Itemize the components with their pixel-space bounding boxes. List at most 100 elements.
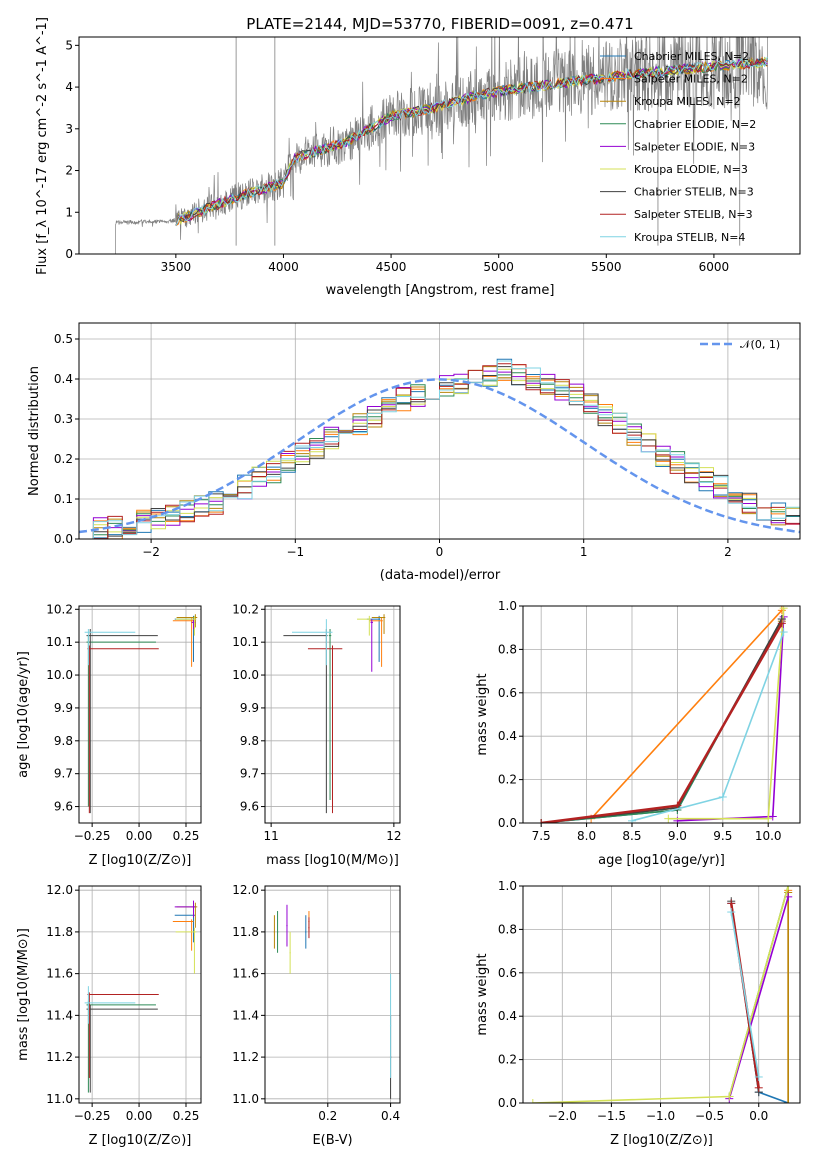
x-axis-label: mass [log10(M/M⊙)] <box>266 853 399 868</box>
y-tick-label: 3 <box>65 122 73 136</box>
axes-frame <box>522 885 801 1104</box>
legend-entry: Chabrier ELODIE, N=2 <box>634 118 756 131</box>
y-tick-label: 0.8 <box>498 922 517 936</box>
x-tick-label: 0.00 <box>126 1109 153 1123</box>
x-axis-label: Z [log10(Z/Z⊙)] <box>89 1133 192 1148</box>
axes-frame <box>264 605 401 824</box>
y-tick-label: 0.6 <box>498 966 517 980</box>
spectrum-title: PLATE=2144, MJD=53770, FIBERID=0091, z=0… <box>246 15 633 33</box>
x-tick-label: 0.2 <box>318 1109 337 1123</box>
y-tick-label: 9.9 <box>54 701 73 715</box>
x-tick-label: 0.25 <box>173 1109 200 1123</box>
y-tick-label: 0.3 <box>54 412 73 426</box>
residual-histogram-step <box>79 360 800 539</box>
y-axis-label: age [log10(age/yr)] <box>16 651 31 778</box>
legend-entry: Kroupa STELIB, N=4 <box>634 231 745 244</box>
y-tick-label: 11.8 <box>46 925 73 939</box>
x-tick-label: 4500 <box>376 260 407 274</box>
y-tick-label: 0.0 <box>498 816 517 830</box>
y-axis-label: mass weight <box>475 953 490 1035</box>
age-vs-mass-panel: 11 12 9.6 9.7 9.8 9.9 10.0 10.1 10.2 mass [log10(… <box>232 602 401 868</box>
weight-line <box>728 896 789 1099</box>
y-tick-label: 0.2 <box>498 1053 517 1067</box>
legend-entry: Salpeter ELODIE, N=3 <box>634 140 755 153</box>
model-spectrum-line <box>175 56 768 226</box>
y-tick-label: 9.8 <box>240 734 259 748</box>
weight-line <box>730 911 760 1078</box>
x-tick-label: 8.5 <box>622 829 641 843</box>
mass-vs-ebv-panel: 0.2 0.4 11.0 11.2 11.4 11.6 11.8 12.0 E(B-V) <box>232 883 401 1148</box>
mass-vs-metallicity-panel: −0.25 0.00 0.25 11.0 11.2 11.4 11.6 11.8 12.0 Z [… <box>16 883 202 1148</box>
x-tick-label: 5000 <box>483 260 514 274</box>
y-tick-label: 5 <box>65 38 73 52</box>
weight-vs-metallicity-panel: −2.0 −1.5 −1.0 −0.5 0.0 0.0 0.2 0.4 0.6 0.8 1.0 Z [… <box>475 879 801 1148</box>
y-tick-label: 0.2 <box>54 452 73 466</box>
y-axis-label: mass weight <box>475 673 490 755</box>
y-tick-label: 11.8 <box>232 925 259 939</box>
y-tick-label: 0.8 <box>498 642 517 656</box>
y-tick-label: 9.8 <box>54 734 73 748</box>
axes-frame <box>78 322 801 540</box>
y-tick-label: 9.7 <box>54 767 73 781</box>
weight-line <box>541 622 783 823</box>
y-tick-label: 11.6 <box>46 967 73 981</box>
x-tick-label: 7.5 <box>532 829 551 843</box>
y-tick-label: 1.0 <box>498 879 517 893</box>
x-tick-label: 0.00 <box>126 829 153 843</box>
x-axis-label: Z [log10(Z/Z⊙)] <box>89 853 192 868</box>
x-tick-label: 11 <box>263 829 278 843</box>
spectrum-panel: 3500 4000 4500 5000 5500 6000 0 1 2 3 4 5 Chabrier M… <box>35 17 801 298</box>
x-tick-label: 4000 <box>268 260 299 274</box>
x-axis-label: E(B-V) <box>312 1133 352 1148</box>
y-tick-label: 2 <box>65 164 73 178</box>
y-tick-label: 9.6 <box>240 800 259 814</box>
axes-frame <box>78 605 202 824</box>
x-tick-label: 6000 <box>699 260 730 274</box>
x-tick-label: 5500 <box>591 260 622 274</box>
x-tick-label: −0.5 <box>695 1109 724 1123</box>
legend-entry: Salpeter MILES, N=2 <box>634 73 748 86</box>
y-tick-label: 12.0 <box>46 883 73 897</box>
x-tick-label: 2 <box>724 545 732 559</box>
y-tick-label: 10.2 <box>232 602 259 616</box>
y-tick-label: 0.4 <box>54 372 73 386</box>
y-tick-label: 11.2 <box>232 1050 259 1064</box>
x-tick-label: 0 <box>436 545 444 559</box>
axes-frame <box>522 605 801 824</box>
x-tick-label: −2 <box>142 545 160 559</box>
y-axis-label: Normed distribution <box>27 366 42 496</box>
y-tick-label: 11.4 <box>46 1008 73 1022</box>
weight-line <box>590 609 783 820</box>
x-tick-label: 8.0 <box>577 829 596 843</box>
y-tick-label: 11.4 <box>232 1008 259 1022</box>
legend-entry: Chabrier STELIB, N=3 <box>634 186 754 199</box>
y-tick-label: 11.0 <box>232 1092 259 1106</box>
y-tick-label: 11.0 <box>46 1092 73 1106</box>
y-tick-label: 10.1 <box>46 635 73 649</box>
age-vs-metallicity-panel: −0.25 0.00 0.25 9.6 9.7 9.8 9.9 10.0 10.1 10.2 Z [… <box>16 602 202 868</box>
y-tick-label: 10.2 <box>46 602 73 616</box>
y-tick-label: 0.4 <box>498 729 517 743</box>
weight-line <box>730 903 789 1103</box>
legend-entry: Chabrier MILES, N=2 <box>634 50 749 63</box>
y-axis-label: mass [log10(M/M⊙)] <box>16 928 31 1061</box>
x-tick-label: −1.0 <box>646 1109 675 1123</box>
observed-spectrum-line <box>115 37 769 254</box>
x-axis-label: Z [log10(Z/Z⊙)] <box>610 1133 713 1148</box>
x-axis-label: (data-model)/error <box>380 568 501 583</box>
y-tick-label: 0.2 <box>498 773 517 787</box>
y-tick-label: 0.4 <box>498 1009 517 1023</box>
residual-histogram-panel: −2 −1 0 1 2 0.0 0.1 0.2 0.3 0.4 0.5 𝒩(0, 1) (data-mo… <box>27 322 801 583</box>
x-tick-label: 1 <box>580 545 588 559</box>
y-tick-label: 9.6 <box>54 800 73 814</box>
x-tick-label: −1.5 <box>597 1109 626 1123</box>
normal-distribution-curve <box>78 378 801 534</box>
y-tick-label: 0.5 <box>54 332 73 346</box>
x-tick-label: 10.0 <box>755 829 782 843</box>
y-tick-label: 0 <box>65 247 73 261</box>
axes-frame <box>264 885 401 1104</box>
legend-entry: Salpeter STELIB, N=3 <box>634 208 753 221</box>
x-axis-label: wavelength [Angstrom, rest frame] <box>326 283 555 298</box>
y-tick-label: 11.2 <box>46 1050 73 1064</box>
